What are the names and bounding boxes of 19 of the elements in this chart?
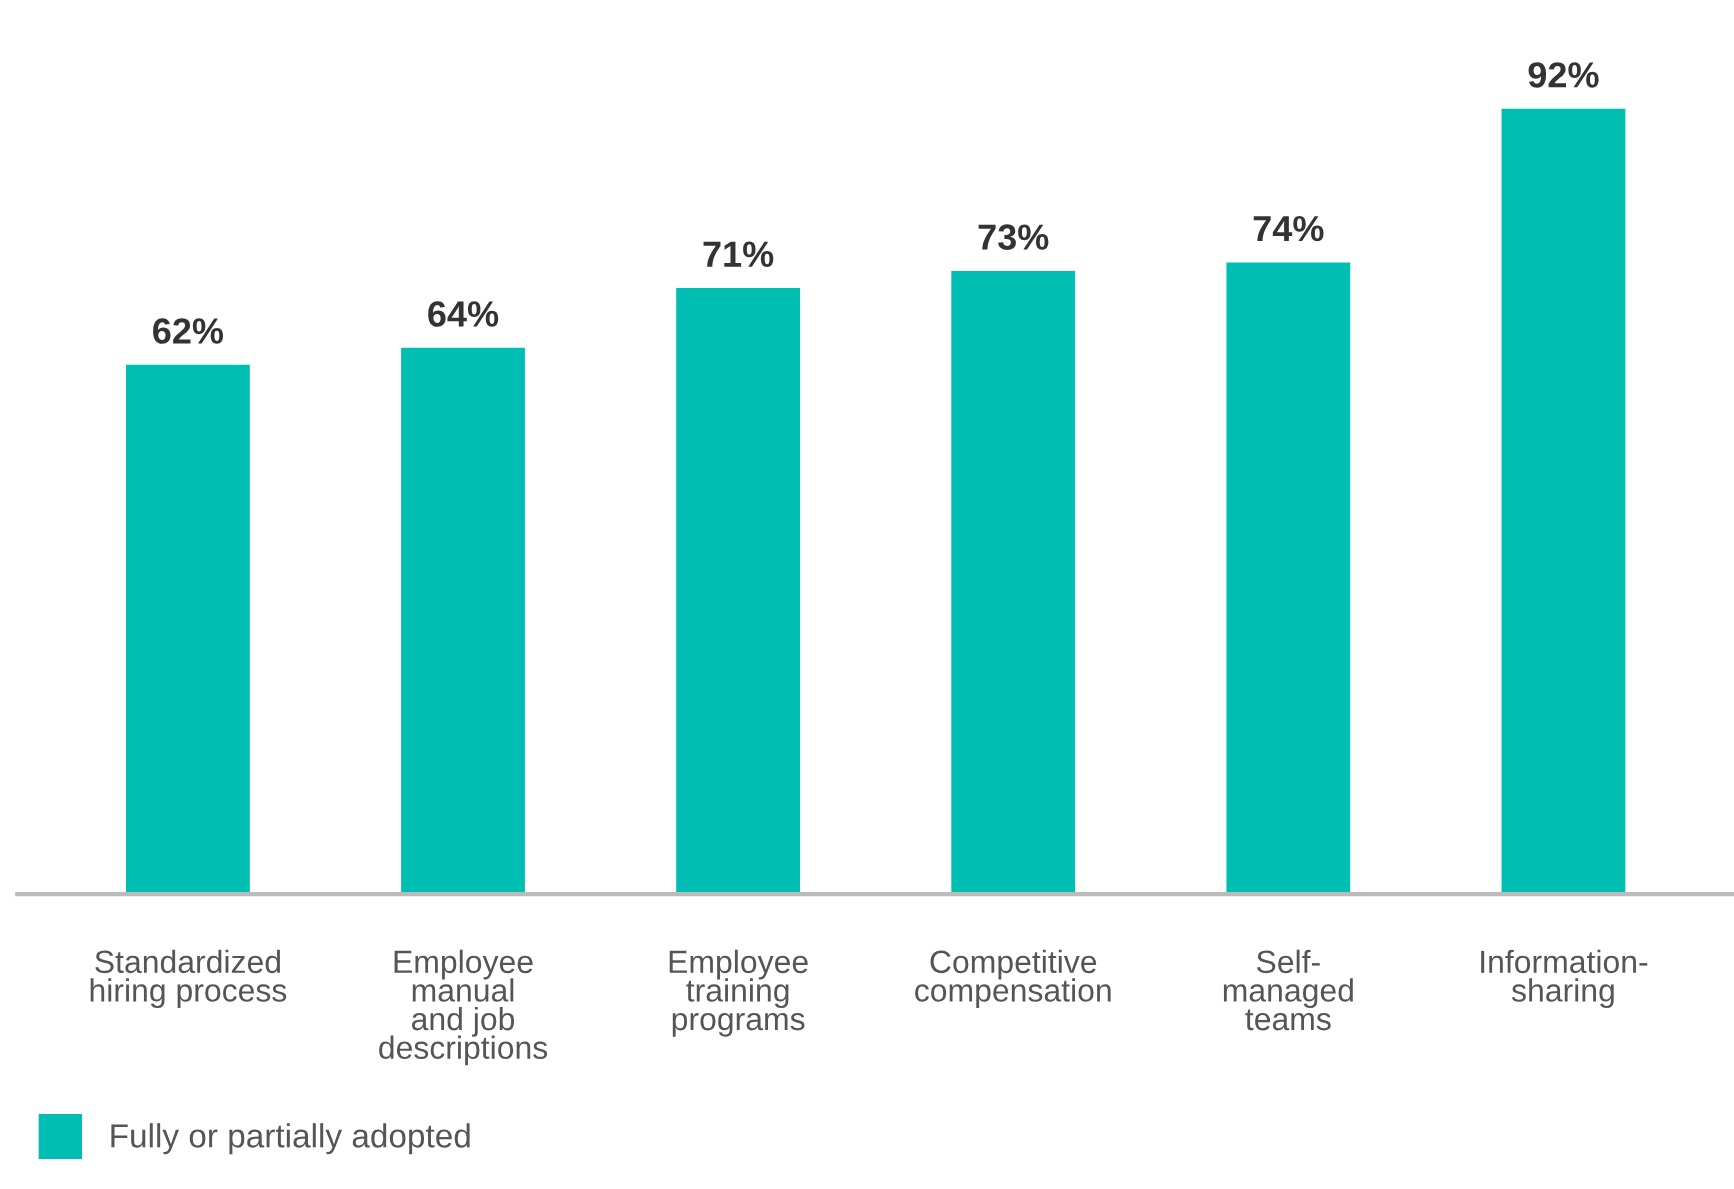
x-tick-label: Information- sharing xyxy=(1481,949,1648,1009)
data-label: 92% xyxy=(1528,62,1599,88)
x-tick-label: Self- managed teams xyxy=(1223,949,1353,1031)
data-label: 62% xyxy=(153,318,224,344)
bar xyxy=(126,364,250,895)
data-label: 64% xyxy=(428,301,499,327)
data-label: 71% xyxy=(703,241,774,267)
bar xyxy=(401,347,525,895)
bar xyxy=(676,288,801,895)
x-tick-label: Employee manual and job descriptions xyxy=(379,949,548,1066)
data-label: 74% xyxy=(1253,215,1324,242)
bar xyxy=(1226,262,1351,895)
x-tick-label: Competitive compensation xyxy=(915,949,1111,1009)
data-label: 73% xyxy=(978,224,1049,250)
bar xyxy=(1501,108,1626,895)
x-tick-label: Standardized hiring process xyxy=(90,949,287,1009)
x-tick-label: Employee training programs xyxy=(669,949,808,1037)
legend-label: Fully or partially adopted xyxy=(111,1123,470,1155)
bar xyxy=(951,270,1076,895)
